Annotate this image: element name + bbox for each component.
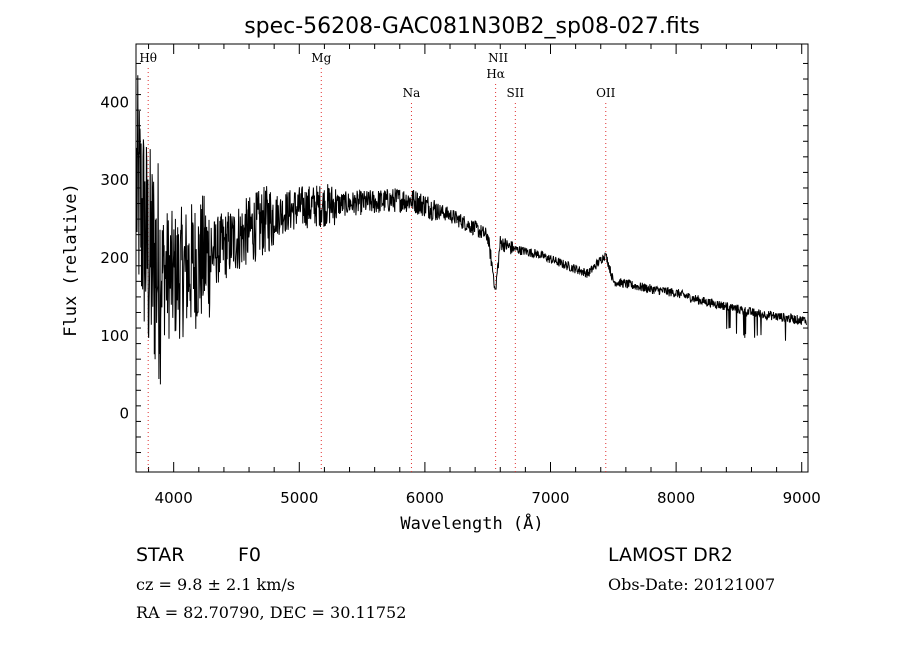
chart-title: spec-56208-GAC081N30B2_sp08-027.fits [244,14,700,39]
y-tick-label: 300 [100,171,129,189]
x-axis-label: Wavelength (Å) [400,512,543,534]
line-marker-label: NII [488,51,508,65]
y-tick-label: 0 [119,405,129,423]
subclass: F0 [238,544,261,566]
plot-area: 4000 5000 6000 7000 8000 9000 0 100 200 300 400 Hθ M… [100,43,821,507]
plot-frame [135,43,809,473]
line-marker-label: Na [403,86,421,100]
line-marker-label: Hθ [139,51,157,65]
x-tick-label: 6000 [406,489,444,507]
spectrum-line [136,75,808,385]
y-tick-label: 200 [100,249,129,267]
y-tick-label: 100 [100,327,129,345]
x-tick-label: 8000 [657,489,695,507]
survey-name: LAMOST DR2 [608,544,733,566]
line-marker-label: Mg [311,51,331,65]
line-marker-label: SII [506,86,524,100]
x-tick-label: 7000 [531,489,569,507]
line-marker-label: Hα [486,67,505,81]
y-axis-label: Flux (relative) [61,183,81,337]
redshift-text: cz = 9.8 ± 2.1 km/s [136,575,295,594]
x-tick-label: 5000 [280,489,318,507]
object-type: STAR [136,544,184,566]
line-marker-label: OII [596,86,616,100]
coordinates-text: RA = 82.70790, DEC = 30.11752 [136,603,406,622]
x-tick-label: 4000 [155,489,193,507]
y-tick-label: 400 [100,93,129,111]
x-tick-label: 9000 [783,489,821,507]
observation-date: Obs-Date: 20121007 [608,575,775,594]
